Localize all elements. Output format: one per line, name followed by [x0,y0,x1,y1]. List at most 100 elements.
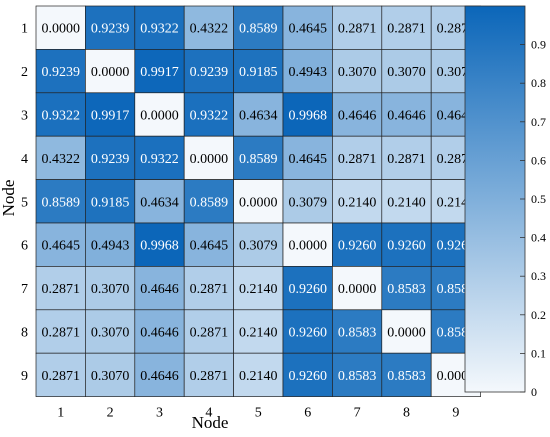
heatmap-cell-label: 0.4645 [190,239,229,254]
heatmap-cell: 0.2871 [381,135,432,180]
y-tick-label: 4 [21,152,28,167]
heatmap-cell: 0.2871 [183,309,234,354]
heatmap-cell-rect [233,222,284,267]
heatmap-cell: 0.9968 [134,222,185,267]
colorbar-tick-label: 0.5 [531,192,546,206]
heatmap-cell-label: 0.4645 [288,22,327,37]
heatmap-cell: 0.8583 [332,309,383,354]
heatmap-cell-label: 0.9239 [41,65,80,80]
heatmap-cell: 0.0000 [134,92,185,137]
colorbar-tick-label: 0.4 [531,231,546,245]
heatmap-cell: 0.4645 [35,222,86,267]
heatmap-cell-rect [134,222,185,267]
heatmap-cell: 0.4943 [85,222,136,267]
heatmap-cell-rect [85,222,136,267]
y-tick-label: 6 [21,239,28,254]
heatmap-cell: 0.9917 [134,49,185,94]
heatmap-cell-label: 0.9322 [140,152,179,167]
heatmap-cell-rect [85,352,136,397]
heatmap-cell: 0.2140 [233,352,284,397]
x-tick-label: 2 [107,406,114,421]
heatmap-cell: 0.9322 [134,5,185,50]
heatmap-cell: 0.4322 [35,135,86,180]
heatmap-cell-label: 0.9968 [140,239,179,254]
heatmap-cell: 0.8583 [381,352,432,397]
heatmap-cell-label: 0.4634 [140,195,179,210]
y-tick-label: 9 [21,369,28,384]
heatmap-cell-rect [183,5,234,50]
heatmap-cell-label: 0.8583 [338,369,377,384]
heatmap-cell-rect [35,5,86,50]
x-tick-label: 6 [304,406,311,421]
heatmap-cell-rect [282,179,333,224]
x-tick-label: 1 [57,406,64,421]
heatmap-cell: 0.4646 [381,92,432,137]
heatmap-cell: 0.8583 [332,352,383,397]
heatmap-cell-rect [233,266,284,311]
heatmap-cell-rect [35,222,86,267]
heatmap-cell: 0.3070 [85,309,136,354]
heatmap-cell-label: 0.9322 [140,22,179,37]
heatmap-cell: 0.4646 [134,352,185,397]
heatmap-cell-rect [85,135,136,180]
heatmap-cell: 0.9239 [85,135,136,180]
heatmap-cell: 0.4634 [134,179,185,224]
heatmap-cell-label: 0.2871 [41,282,80,297]
heatmap-cell: 0.4645 [282,5,333,50]
heatmap-cell: 0.4646 [332,92,383,137]
heatmap-cell: 0.2871 [183,266,234,311]
heatmap-cell-rect [183,92,234,137]
heatmap-cell: 0.9968 [282,92,333,137]
heatmap-cell-label: 0.4645 [41,239,80,254]
x-axis-label: Node [192,413,229,432]
x-tick-label: 7 [354,406,361,421]
heatmap-cell: 0.0000 [35,5,86,50]
heatmap-cell-label: 0.9968 [288,109,327,124]
heatmap-cell: 0.9185 [233,49,284,94]
heatmap-cell: 0.9260 [282,266,333,311]
heatmap-cell-rect [282,92,333,137]
heatmap-cell-label: 0.0000 [288,239,327,254]
heatmap-cell-label: 0.8583 [338,326,377,341]
heatmap-cell: 0.0000 [183,135,234,180]
colorbar: 0 0.1 0.2 0.3 0.4 0.5 0.6 0.7 0.8 0.9 [464,5,546,399]
heatmap-cell-rect [134,309,185,354]
heatmap-cell-label: 0.3079 [288,195,327,210]
heatmap-cell: 0.9260 [381,222,432,267]
heatmap-cell: 0.4646 [134,309,185,354]
colorbar-ticks: 0 0.1 0.2 0.3 0.4 0.5 0.6 0.7 0.8 0.9 [520,38,546,399]
heatmap-cell: 0.2871 [381,5,432,50]
heatmap-cell-label: 0.0000 [41,22,80,37]
heatmap-cell: 0.2140 [332,179,383,224]
heatmap-cell: 0.0000 [381,309,432,354]
heatmap-cell: 0.2871 [332,135,383,180]
y-tick-label: 5 [21,195,28,210]
heatmap-cell-label: 0.2140 [338,195,377,210]
heatmap-cell-label: 0.9917 [91,109,130,124]
heatmap-cell: 0.8589 [35,179,86,224]
heatmap-cell: 0.4645 [282,135,333,180]
heatmap-cell-label: 0.2871 [338,22,377,37]
heatmap-cell-rect [35,352,86,397]
heatmap-cell-rect [233,49,284,94]
heatmap-cell-rect [282,49,333,94]
heatmap-cell: 0.3070 [332,49,383,94]
heatmap-cell-label: 0.3070 [338,65,377,80]
y-tick-label: 1 [21,22,28,37]
heatmap-cell-rect [381,135,432,180]
heatmap-cell-label: 0.0000 [387,326,426,341]
heatmap-cell-label: 0.9322 [41,109,80,124]
heatmap-cell: 0.9185 [85,179,136,224]
heatmap-cell-rect [282,5,333,50]
heatmap-cell-label: 0.9185 [91,195,130,210]
x-tick-label: 3 [156,406,163,421]
heatmap-cell-label: 0.3079 [239,239,278,254]
heatmap-cell: 0.0000 [332,266,383,311]
heatmap-cell: 0.9260 [282,352,333,397]
y-tick-labels: 1 2 3 4 5 6 7 8 9 [21,22,28,384]
y-tick-label: 7 [21,282,28,297]
heatmap-cell: 0.2871 [332,5,383,50]
heatmap-cell-label: 0.4645 [288,152,327,167]
heatmap-cell-rect [134,5,185,50]
heatmap-cell-label: 0.3070 [91,326,130,341]
